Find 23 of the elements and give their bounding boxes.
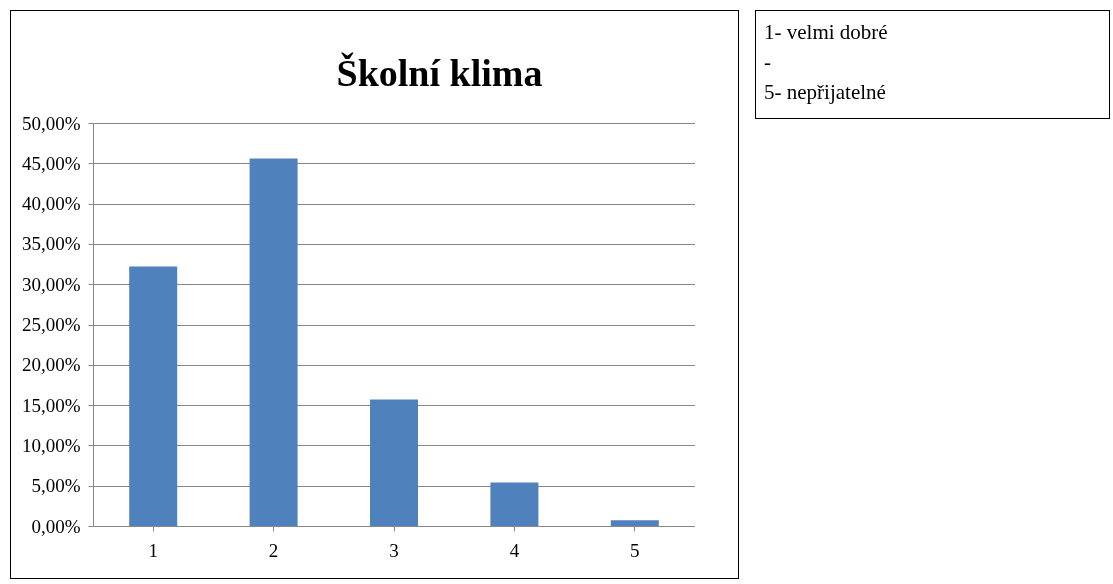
y-tick-label: 40,00% bbox=[21, 193, 81, 215]
y-tick-label: 10,00% bbox=[21, 434, 81, 456]
y-tick-label: 15,00% bbox=[21, 394, 81, 416]
y-tick-label: 45,00% bbox=[21, 152, 81, 174]
bar bbox=[129, 266, 178, 526]
chart-title: Školní klima bbox=[335, 51, 544, 96]
bar bbox=[249, 158, 298, 526]
bar bbox=[490, 482, 539, 526]
x-tick-label: 4 bbox=[509, 539, 520, 561]
bar bbox=[610, 520, 659, 526]
y-tick-label: 0,00% bbox=[31, 515, 81, 537]
x-tick-label: 5 bbox=[630, 539, 640, 561]
y-tick-label: 5,00% bbox=[31, 475, 81, 497]
y-tick-label: 25,00% bbox=[21, 314, 81, 335]
x-tick-label: 1 bbox=[148, 539, 158, 561]
x-tick-label: 3 bbox=[389, 539, 399, 561]
y-tick-label: 35,00% bbox=[21, 233, 81, 255]
y-tick-label: 20,00% bbox=[21, 354, 81, 376]
x-tick-label: 2 bbox=[268, 539, 279, 561]
bar bbox=[370, 399, 418, 526]
y-tick-label: 50,00% bbox=[21, 112, 81, 134]
note-box: 1- velmi dobré - 5- nepřijatelné bbox=[755, 10, 1110, 119]
y-tick-label: 30,00% bbox=[21, 273, 81, 295]
